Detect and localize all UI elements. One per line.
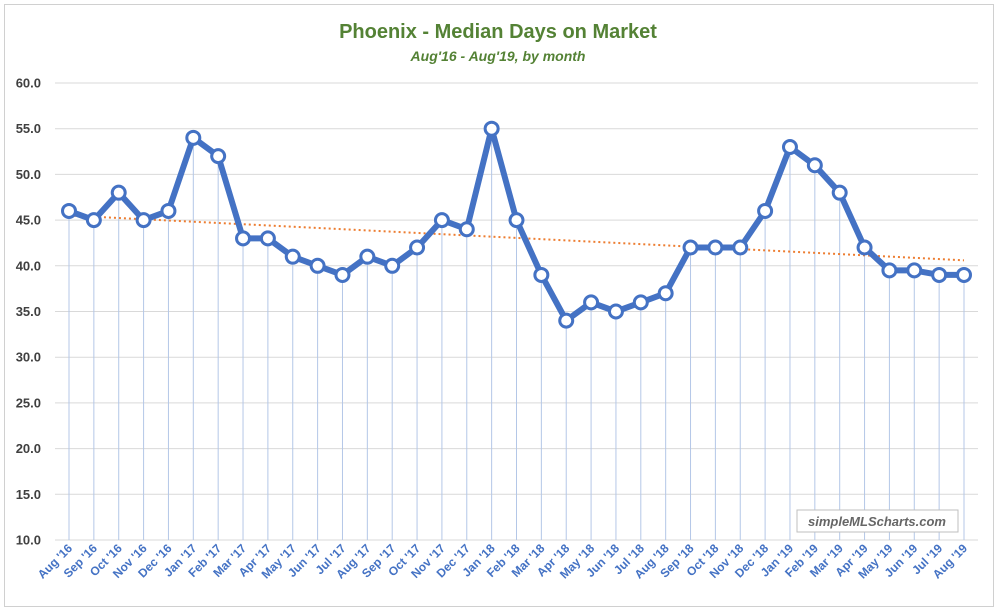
y-tick-label: 10.0 [16, 533, 41, 548]
data-point [135, 212, 152, 229]
data-point [508, 212, 525, 229]
data-point [284, 248, 301, 265]
data-point [831, 184, 848, 201]
data-point [558, 312, 575, 329]
data-point [732, 239, 749, 256]
data-point [682, 239, 699, 256]
y-tick-label: 60.0 [16, 76, 41, 91]
data-point [483, 120, 500, 137]
y-axis: 10.0 15.0 20.0 25.0 30.0 35.0 40.0 45.0 50.0 55.0… [16, 76, 41, 548]
y-tick-label: 25.0 [16, 395, 41, 410]
gridlines [55, 82, 978, 541]
data-point [533, 266, 550, 283]
data-point [433, 212, 450, 229]
data-point [881, 262, 898, 279]
y-tick-label: 20.0 [16, 441, 41, 456]
trendline-line [68, 214, 965, 262]
data-point [906, 262, 923, 279]
chart-frame [4, 4, 994, 607]
watermark-text: simpleMLScharts.com [808, 514, 946, 529]
y-tick-label: 40.0 [16, 258, 41, 273]
data-point [806, 157, 823, 174]
chart-subtitle: Aug'16 - Aug'19, by month [410, 48, 586, 64]
data-point [85, 212, 102, 229]
y-tick-label: 15.0 [16, 487, 41, 502]
data-point [409, 239, 426, 256]
y-tick-label: 30.0 [16, 350, 41, 365]
data-point [110, 184, 127, 201]
data-point [334, 266, 351, 283]
data-point [185, 129, 202, 146]
data-point [956, 266, 972, 283]
data-point [210, 148, 227, 165]
data-point [781, 138, 798, 155]
data-point [235, 230, 252, 247]
drop-lines [68, 128, 965, 540]
data-point [757, 202, 774, 219]
data-point [160, 202, 177, 219]
data-point [583, 294, 600, 311]
data-point [359, 248, 376, 265]
data-point [458, 221, 475, 238]
data-point [607, 303, 624, 320]
data-point [61, 202, 77, 219]
y-tick-label: 35.0 [16, 304, 41, 319]
data-point [259, 230, 276, 247]
data-point [707, 239, 724, 256]
data-point [309, 257, 326, 274]
y-tick-label: 45.0 [16, 213, 41, 228]
trendline [68, 214, 965, 262]
series-median-days [61, 120, 972, 329]
watermark-box: simpleMLScharts.com [796, 509, 959, 533]
data-point [657, 285, 674, 302]
y-tick-label: 50.0 [16, 167, 41, 182]
y-tick-label: 55.0 [16, 121, 41, 136]
data-point [632, 294, 649, 311]
chart-title: Phoenix - Median Days on Market [339, 21, 657, 43]
data-point [384, 257, 401, 274]
data-point [931, 266, 948, 283]
data-point [856, 239, 873, 256]
